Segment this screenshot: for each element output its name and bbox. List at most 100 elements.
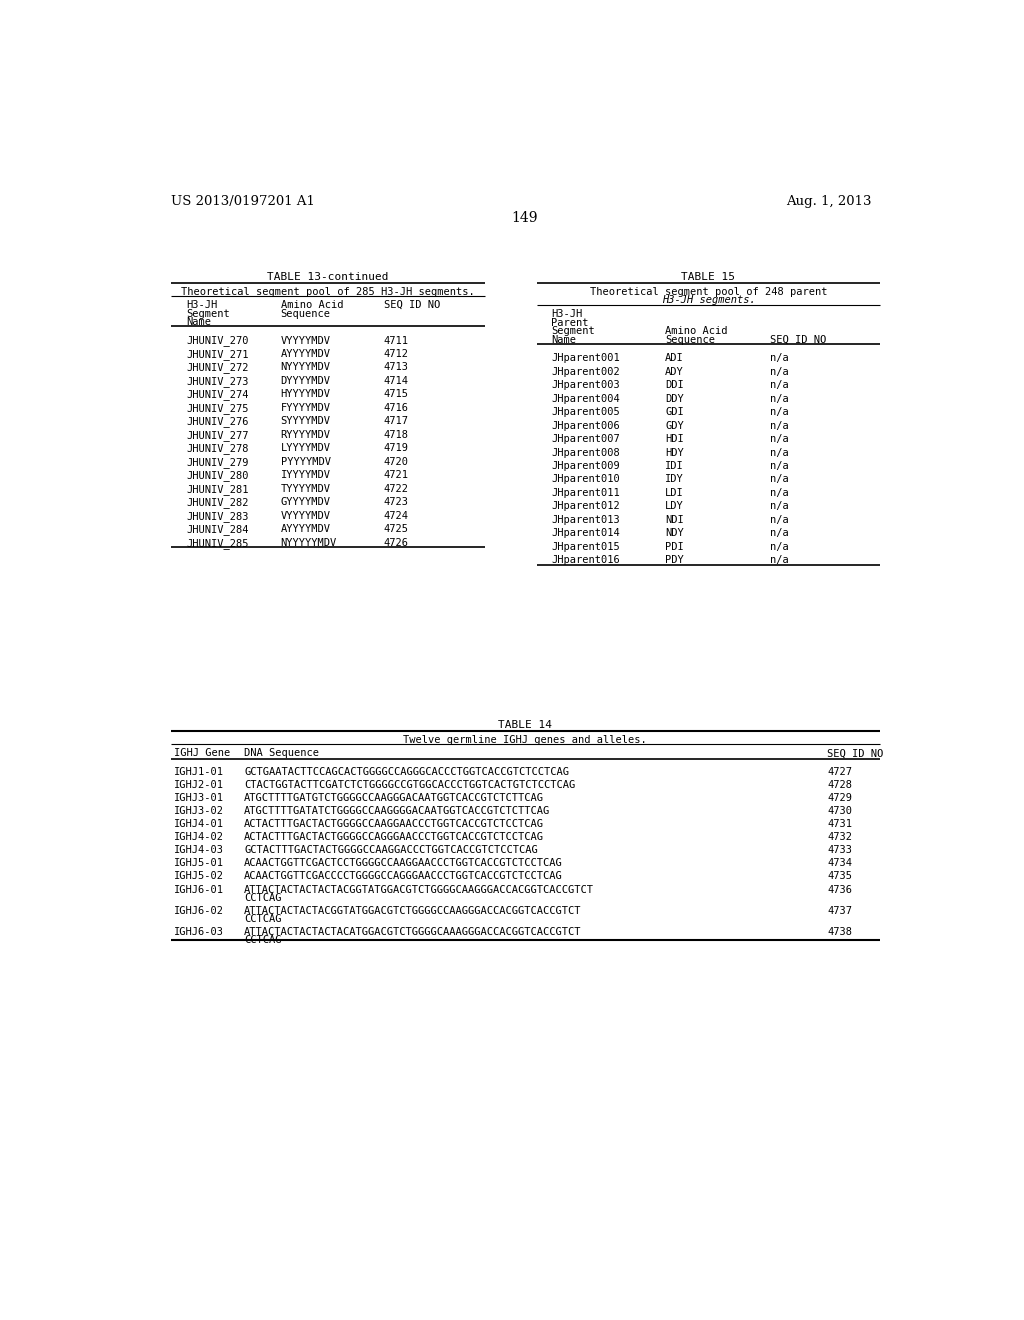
Text: Amino Acid: Amino Acid <box>281 300 343 310</box>
Text: JHUNIV_283: JHUNIV_283 <box>186 511 249 521</box>
Text: 4726: 4726 <box>384 537 409 548</box>
Text: JHparent005: JHparent005 <box>551 407 620 417</box>
Text: 4712: 4712 <box>384 348 409 359</box>
Text: n/a: n/a <box>770 461 788 471</box>
Text: ATGCTTTTGATGTCTGGGGCCAAGGGACAATGGTCACCGTCTCTTCAG: ATGCTTTTGATGTCTGGGGCCAAGGGACAATGGTCACCGT… <box>245 793 544 803</box>
Text: JHUNIV_279: JHUNIV_279 <box>186 457 249 467</box>
Text: CCTCAG: CCTCAG <box>245 936 282 945</box>
Text: JHUNIV_276: JHUNIV_276 <box>186 416 249 428</box>
Text: JHparent013: JHparent013 <box>551 515 620 525</box>
Text: 4713: 4713 <box>384 363 409 372</box>
Text: 4724: 4724 <box>384 511 409 520</box>
Text: NYYYYYMDV: NYYYYYMDV <box>281 537 337 548</box>
Text: H3-JH: H3-JH <box>186 300 217 310</box>
Text: JHUNIV_271: JHUNIV_271 <box>186 348 249 360</box>
Text: SYYYYMDV: SYYYYMDV <box>281 416 331 426</box>
Text: PYYYYMDV: PYYYYMDV <box>281 457 331 467</box>
Text: JHUNIV_275: JHUNIV_275 <box>186 403 249 413</box>
Text: AYYYYMDV: AYYYYMDV <box>281 524 331 535</box>
Text: JHparent006: JHparent006 <box>551 421 620 430</box>
Text: TABLE 14: TABLE 14 <box>499 721 552 730</box>
Text: CTACTGGTACTTCGATCTCTGGGGCCGTGGCACCCTGGTCACTGTCTCCTCAG: CTACTGGTACTTCGATCTCTGGGGCCGTGGCACCCTGGTC… <box>245 780 575 789</box>
Text: Parent: Parent <box>551 318 589 327</box>
Text: n/a: n/a <box>770 515 788 525</box>
Text: SEQ ID NO: SEQ ID NO <box>770 335 826 345</box>
Text: ACTACTTTGACTACTGGGGCCAGGGAACCCTGGTCACCGTCTCCTCAG: ACTACTTTGACTACTGGGGCCAGGGAACCCTGGTCACCGT… <box>245 832 544 842</box>
Text: JHparent001: JHparent001 <box>551 354 620 363</box>
Text: Aug. 1, 2013: Aug. 1, 2013 <box>786 195 872 209</box>
Text: Theoretical segment pool of 285 H3-JH segments.: Theoretical segment pool of 285 H3-JH se… <box>180 286 474 297</box>
Text: Twelve germline IGHJ genes and alleles.: Twelve germline IGHJ genes and alleles. <box>403 735 647 744</box>
Text: JHparent004: JHparent004 <box>551 393 620 404</box>
Text: 4719: 4719 <box>384 444 409 453</box>
Text: JHparent007: JHparent007 <box>551 434 620 444</box>
Text: DDI: DDI <box>665 380 684 391</box>
Text: IYYYYMDV: IYYYYMDV <box>281 470 331 480</box>
Text: 149: 149 <box>512 211 538 224</box>
Text: 4729: 4729 <box>827 793 852 803</box>
Text: GCTGAATACTTCCAGCACTGGGGCCAGGGCACCCTGGTCACCGTCTCCTCAG: GCTGAATACTTCCAGCACTGGGGCCAGGGCACCCTGGTCA… <box>245 767 569 776</box>
Text: 4735: 4735 <box>827 871 852 882</box>
Text: ATTACTACTACTACGGTATGGACGTCTGGGGCCAAGGGACCACGGTCACCGTCT: ATTACTACTACTACGGTATGGACGTCTGGGGCCAAGGGAC… <box>245 906 582 916</box>
Text: n/a: n/a <box>770 474 788 484</box>
Text: 4738: 4738 <box>827 927 852 937</box>
Text: 4718: 4718 <box>384 430 409 440</box>
Text: JHparent003: JHparent003 <box>551 380 620 391</box>
Text: ATTACTACTACTACTACGGTATGGACGTCTGGGGCAAGGGACCACGGTCACCGTCT: ATTACTACTACTACTACGGTATGGACGTCTGGGGCAAGGG… <box>245 884 594 895</box>
Text: ATTACTACTACTACTACATGGACGTCTGGGGCAAAGGGACCACGGTCACCGTCT: ATTACTACTACTACTACATGGACGTCTGGGGCAAAGGGAC… <box>245 927 582 937</box>
Text: n/a: n/a <box>770 556 788 565</box>
Text: SEQ ID NO: SEQ ID NO <box>384 300 440 310</box>
Text: LDI: LDI <box>665 488 684 498</box>
Text: n/a: n/a <box>770 488 788 498</box>
Text: JHUNIV_285: JHUNIV_285 <box>186 537 249 549</box>
Text: 4722: 4722 <box>384 483 409 494</box>
Text: TYYYYMDV: TYYYYMDV <box>281 483 331 494</box>
Text: CCTCAG: CCTCAG <box>245 892 282 903</box>
Text: GCTACTTTGACTACTGGGGCCAAGGACCCTGGTCACCGTCTCCTCAG: GCTACTTTGACTACTGGGGCCAAGGACCCTGGTCACCGTC… <box>245 845 538 855</box>
Text: CCTCAG: CCTCAG <box>245 915 282 924</box>
Text: FYYYYMDV: FYYYYMDV <box>281 403 331 413</box>
Text: SEQ ID NO: SEQ ID NO <box>827 748 884 758</box>
Text: Name: Name <box>551 335 577 345</box>
Text: JHUNIV_272: JHUNIV_272 <box>186 363 249 374</box>
Text: NDI: NDI <box>665 515 684 525</box>
Text: DDY: DDY <box>665 393 684 404</box>
Text: ACAACTGGTTCGACCCCTGGGGCCAGGGAACCCTGGTCACCGTCTCCTCAG: ACAACTGGTTCGACCCCTGGGGCCAGGGAACCCTGGTCAC… <box>245 871 563 882</box>
Text: JHUNIV_277: JHUNIV_277 <box>186 430 249 441</box>
Text: IGHJ4-03: IGHJ4-03 <box>174 845 223 855</box>
Text: IGHJ5-01: IGHJ5-01 <box>174 858 223 869</box>
Text: AYYYYMDV: AYYYYMDV <box>281 348 331 359</box>
Text: HDY: HDY <box>665 447 684 458</box>
Text: DYYYYMDV: DYYYYMDV <box>281 376 331 385</box>
Text: 4720: 4720 <box>384 457 409 467</box>
Text: JHUNIV_274: JHUNIV_274 <box>186 389 249 400</box>
Text: IGHJ1-01: IGHJ1-01 <box>174 767 223 776</box>
Text: n/a: n/a <box>770 421 788 430</box>
Text: IGHJ6-03: IGHJ6-03 <box>174 927 223 937</box>
Text: ADI: ADI <box>665 354 684 363</box>
Text: GDY: GDY <box>665 421 684 430</box>
Text: 4725: 4725 <box>384 524 409 535</box>
Text: Name: Name <box>186 317 211 327</box>
Text: IGHJ Gene: IGHJ Gene <box>174 748 230 758</box>
Text: JHparent011: JHparent011 <box>551 488 620 498</box>
Text: n/a: n/a <box>770 434 788 444</box>
Text: JHparent009: JHparent009 <box>551 461 620 471</box>
Text: JHUNIV_282: JHUNIV_282 <box>186 498 249 508</box>
Text: IGHJ6-01: IGHJ6-01 <box>174 884 223 895</box>
Text: NYYYYMDV: NYYYYMDV <box>281 363 331 372</box>
Text: IDY: IDY <box>665 474 684 484</box>
Text: 4730: 4730 <box>827 807 852 816</box>
Text: n/a: n/a <box>770 447 788 458</box>
Text: RYYYYMDV: RYYYYMDV <box>281 430 331 440</box>
Text: GYYYYMDV: GYYYYMDV <box>281 498 331 507</box>
Text: n/a: n/a <box>770 393 788 404</box>
Text: IGHJ4-01: IGHJ4-01 <box>174 818 223 829</box>
Text: 4736: 4736 <box>827 884 852 895</box>
Text: Sequence: Sequence <box>665 335 715 345</box>
Text: NDY: NDY <box>665 528 684 539</box>
Text: 4732: 4732 <box>827 832 852 842</box>
Text: JHUNIV_281: JHUNIV_281 <box>186 483 249 495</box>
Text: JHUNIV_280: JHUNIV_280 <box>186 470 249 482</box>
Text: LYYYYMDV: LYYYYMDV <box>281 444 331 453</box>
